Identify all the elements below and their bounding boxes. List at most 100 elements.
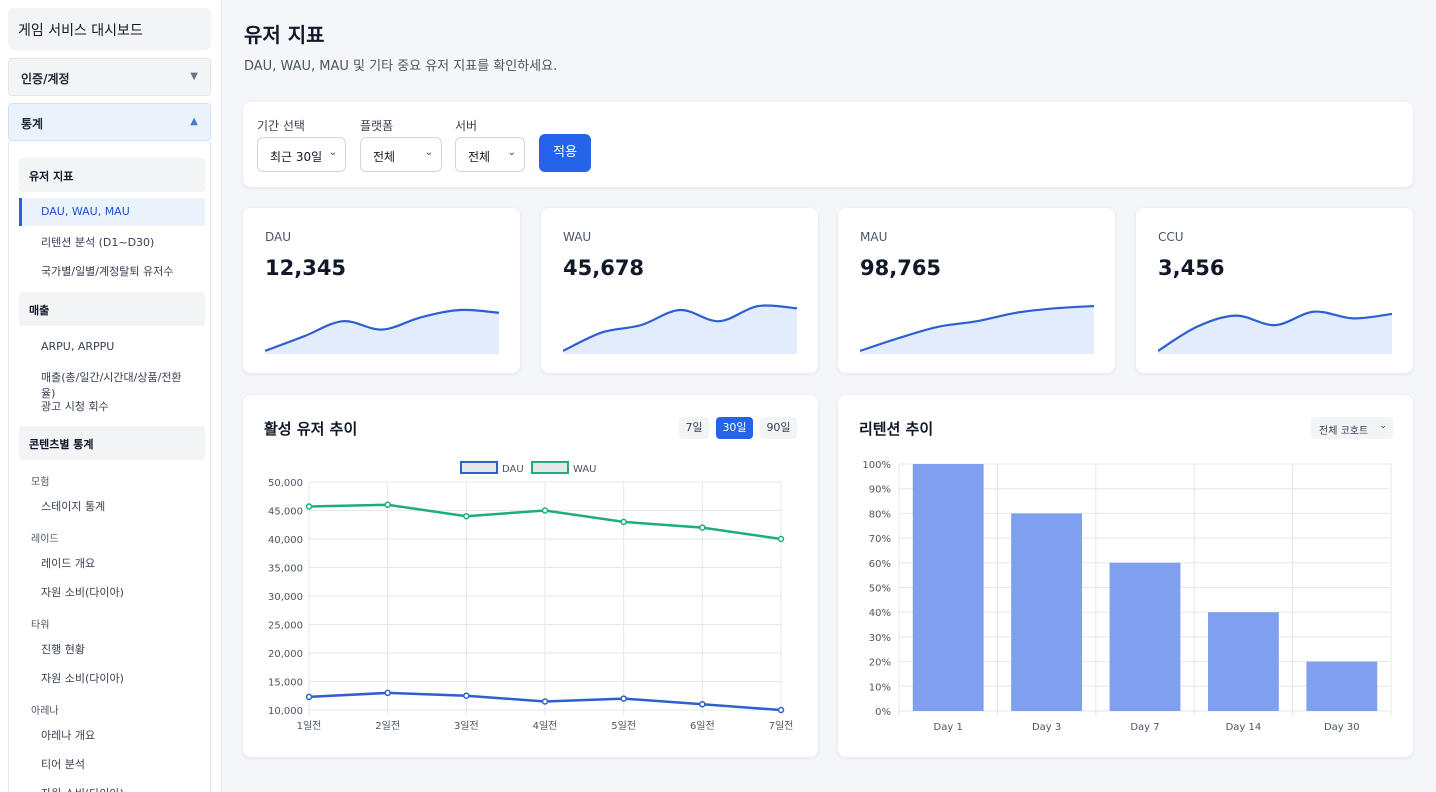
y-tick-label: 80%: [869, 509, 891, 520]
server-select[interactable]: 전체 ⌄: [455, 137, 525, 172]
data-point: [620, 695, 627, 702]
ccu-sparkline: [1158, 310, 1392, 354]
range-30d-button[interactable]: 30일: [716, 417, 753, 439]
accordion-auth-account[interactable]: 인증/계정 ▼: [8, 58, 211, 96]
y-tick-label: 0%: [875, 707, 891, 718]
brand-title: 게임 서비스 대시보드: [8, 8, 211, 50]
retention-chart-card: 리텐션 추이 전체 코호트 ⌄ 100% 90% 80% 70% 60% 50% 40% 30…: [838, 395, 1413, 757]
stat-card-mau: MAU 98,765: [838, 208, 1115, 373]
y-tick-label: 20%: [869, 658, 891, 669]
active-users-chart-card: 활성 유저 추이 7일 30일 90일 50,000 45,000 40,000 35…: [243, 395, 818, 757]
sparkline-line: [265, 308, 499, 352]
chart-title: 리텐션 추이: [859, 420, 934, 438]
sparkline-line: [860, 304, 1094, 352]
section-tower: 타워: [31, 620, 50, 631]
server-value: 전체: [468, 150, 491, 164]
stat-value: 98,765: [860, 256, 942, 280]
filter-card: 기간 선택 최근 30일 ⌄ 플랫폼 전체 ⌄ 서버 전체 ⌄ 적용: [243, 102, 1413, 187]
statistics-submenu: 유저 지표 DAU, WAU, MAU 리텐션 분석 (D1~D30) 국가별/…: [8, 142, 211, 792]
data-point: [384, 501, 391, 509]
retention-bar: [1109, 562, 1181, 711]
retention-bar-chart: 100% 90% 80% 70% 60% 50% 40% 30% 20% 10% 0% Day 1 Da…: [862, 460, 1392, 733]
y-tick-label: 30,000: [268, 592, 303, 603]
retention-bar: [1011, 513, 1083, 711]
stat-card-wau: WAU 45,678: [541, 208, 818, 373]
y-tick-label: 90%: [869, 485, 891, 496]
sidebar: 게임 서비스 대시보드 인증/계정 ▼ 통계 ▲ 유저 지표 DAU, WAU,…: [0, 0, 222, 792]
y-tick-label: 20,000: [268, 649, 303, 660]
y-tick-label: 35,000: [268, 564, 303, 575]
x-tick-label: 3일전: [454, 720, 479, 732]
sidebar-item-dau-wau-mau[interactable]: DAU, WAU, MAU: [19, 198, 205, 226]
period-value: 최근 30일: [270, 150, 323, 164]
sidebar-item-tower-progress[interactable]: 진행 현황: [41, 643, 85, 656]
apply-button[interactable]: 적용: [539, 134, 591, 172]
x-tick-label: 2일전: [375, 720, 400, 732]
chevron-down-icon: ⌄: [328, 147, 337, 158]
sidebar-item-ad-views[interactable]: 광고 시청 회수: [41, 400, 109, 413]
range-7d-button[interactable]: 7일: [679, 417, 709, 439]
sidebar-item-arena-diamond[interactable]: 자원 소비(다이아): [19, 778, 205, 792]
sparkline-line: [563, 304, 797, 352]
sparkline-area: [860, 306, 1094, 354]
sidebar-item-raid-diamond[interactable]: 자원 소비(다이아): [41, 586, 124, 599]
cohort-select[interactable]: 전체 코호트 ⌄: [1311, 417, 1393, 439]
period-select[interactable]: 최근 30일 ⌄: [257, 137, 346, 172]
dau-sparkline: [265, 308, 499, 354]
y-tick-label: 15,000: [268, 678, 303, 689]
y-tick-label: 40,000: [268, 535, 303, 546]
y-tick-label: 100%: [862, 460, 891, 471]
chevron-up-icon: ▲: [190, 116, 198, 127]
range-90d-button[interactable]: 90일: [760, 417, 797, 439]
sidebar-item-country-users[interactable]: 국가별/일별/계정탈퇴 유저수: [41, 265, 174, 278]
y-tick-label: 30%: [869, 633, 891, 644]
legend-swatch: [460, 461, 498, 474]
chevron-down-icon: ⌄: [1379, 421, 1387, 431]
mau-sparkline: [860, 304, 1094, 354]
sidebar-item-arpu[interactable]: ARPU, ARPPU: [41, 340, 115, 353]
sidebar-item-raid-overview[interactable]: 레이드 개요: [41, 557, 96, 570]
legend-swatch: [531, 461, 569, 474]
data-point: [384, 689, 391, 697]
chart-title: 활성 유저 추이: [264, 420, 358, 438]
period-label: 기간 선택: [257, 119, 305, 133]
y-tick-label: 50%: [869, 584, 891, 595]
x-tick-label: Day 14: [1226, 722, 1262, 733]
sidebar-item-revenue-detail[interactable]: 매출(총/일간/시간대/상품/전환율): [41, 371, 182, 400]
main-content: 유저 지표 DAU, WAU, MAU 및 기타 중요 유저 지표를 확인하세요…: [222, 0, 1436, 792]
stat-label: CCU: [1158, 230, 1184, 244]
data-point: [777, 535, 785, 543]
chevron-down-icon: ▼: [190, 71, 198, 82]
x-tick-label: 1일전: [297, 720, 322, 732]
legend-label: WAU: [573, 464, 597, 475]
data-point: [463, 692, 470, 699]
sidebar-item-stage-stats[interactable]: 스테이지 통계: [41, 500, 106, 513]
data-point: [541, 698, 549, 705]
accordion-label: 통계: [21, 117, 44, 131]
stat-label: DAU: [265, 230, 292, 244]
platform-select[interactable]: 전체 ⌄: [360, 137, 442, 172]
platform-label: 플랫폼: [360, 119, 394, 133]
data-point: [699, 524, 706, 531]
y-tick-label: 50,000: [268, 478, 303, 489]
y-tick-label: 60%: [869, 559, 891, 570]
accordion-statistics[interactable]: 통계 ▲: [8, 103, 211, 141]
sidebar-item-tower-diamond[interactable]: 자원 소비(다이아): [41, 672, 124, 685]
sidebar-item-arena-overview[interactable]: 아레나 개요: [41, 729, 96, 742]
y-tick-label: 45,000: [268, 507, 303, 518]
sparkline-line: [1158, 310, 1392, 352]
data-point: [620, 518, 627, 526]
stat-value: 45,678: [563, 256, 645, 280]
group-user-metrics: 유저 지표: [19, 158, 205, 192]
platform-value: 전체: [373, 150, 396, 164]
data-point: [777, 706, 785, 714]
sparkline-area: [265, 309, 499, 354]
data-point: [305, 503, 313, 510]
data-point: [305, 693, 313, 701]
stat-label: WAU: [563, 230, 592, 244]
sidebar-item-retention[interactable]: 리텐션 분석 (D1~D30): [41, 236, 155, 249]
x-tick-label: 4일전: [533, 720, 558, 732]
sidebar-item-tier-analysis[interactable]: 티어 분석: [41, 758, 85, 771]
stat-card-ccu: CCU 3,456: [1136, 208, 1413, 373]
accordion-label: 인증/계정: [21, 72, 70, 86]
